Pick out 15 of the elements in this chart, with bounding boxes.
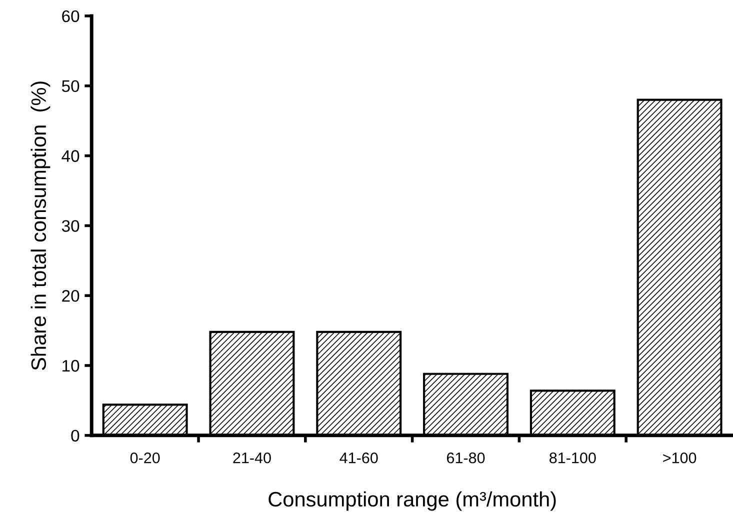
y-tick-label: 40 xyxy=(62,150,80,162)
y-tick-label: 30 xyxy=(62,220,80,232)
x-axis-title: Consumption range (m³/month) xyxy=(268,491,556,511)
x-tick-label: >100 xyxy=(663,452,696,464)
x-tick-label: 41-60 xyxy=(340,452,378,464)
y-tick-label: 20 xyxy=(62,290,80,302)
x-tick-label: 0-20 xyxy=(130,452,160,464)
y-tick-label: 60 xyxy=(62,10,80,22)
y-tick-label: 50 xyxy=(62,80,80,92)
y-axis-title: Share in total consumption (%) xyxy=(30,82,50,370)
x-tick-label: 21-40 xyxy=(233,452,271,464)
x-tick-label: 81-100 xyxy=(550,452,596,464)
x-tick-label: 61-80 xyxy=(447,452,485,464)
y-tick-label: 10 xyxy=(62,360,80,372)
y-tick-label: 0 xyxy=(71,430,80,442)
